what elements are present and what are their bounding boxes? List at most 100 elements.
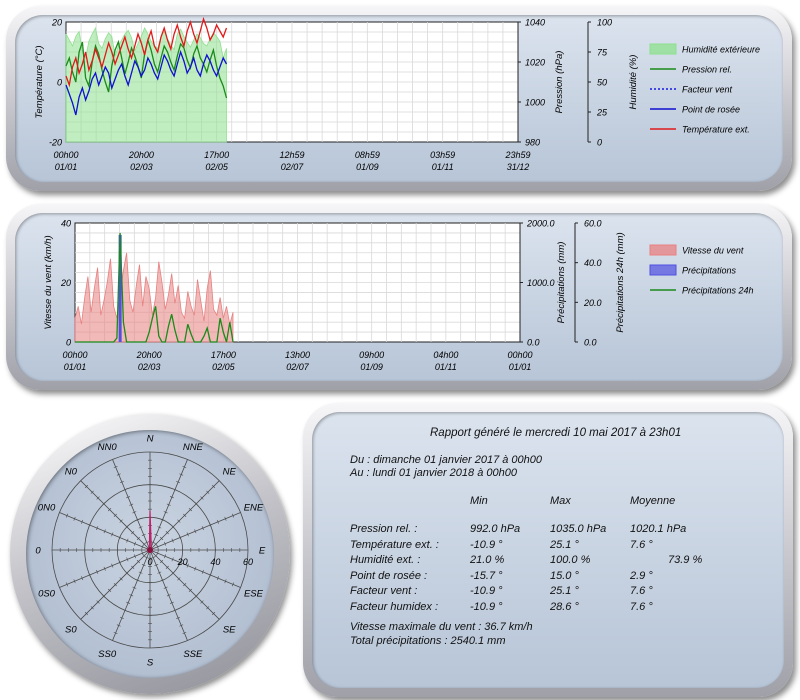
report-cell-label: Pression rel. : — [350, 523, 418, 535]
rose-spoke-tick — [131, 531, 135, 535]
rose-spoke-tick — [211, 611, 216, 616]
rose-spoke-tick — [125, 571, 129, 575]
rose-direction-label: N0 — [65, 466, 78, 477]
rose-spoke-tick — [177, 577, 181, 581]
temp-chart-y3tick: 50 — [597, 78, 607, 88]
rose-spoke-tick — [224, 516, 227, 521]
rose-spoke-tick — [65, 513, 69, 518]
wind-chart-xtick-time: 04h00 — [433, 350, 458, 360]
rose-spoke-tick — [144, 541, 149, 544]
rose-center-dot — [147, 547, 153, 553]
rose-spoke-tick — [113, 513, 117, 517]
rose-spoke-tick — [164, 541, 167, 546]
rose-spoke-tick — [206, 606, 210, 610]
wind-chart-xtick-date: 02/03 — [138, 362, 161, 372]
rose-spoke-tick — [186, 532, 189, 537]
wind-chart-ylabel: Vitesse du vent (km/h) — [43, 235, 54, 329]
rose-spoke-tick — [182, 631, 187, 635]
report-cell-avg: 7.6 ° — [630, 600, 653, 613]
rose-spoke-tick — [194, 529, 197, 534]
rose-spoke-tick — [96, 600, 100, 604]
report-max-wind: Vitesse maximale du vent : 36.7 km/h — [350, 621, 533, 633]
rose-spoke-tick — [201, 569, 204, 574]
wind-chart-y3tick: 60.0 — [584, 219, 602, 229]
temp-chart-xtick-time: 08h59 — [355, 150, 380, 160]
rose-radial-tick: 60 — [243, 557, 253, 567]
rose-spoke-tick — [73, 516, 76, 521]
wind-chart-series-1-bar — [118, 234, 122, 342]
report-cell-max: 1035.0 hPa — [550, 523, 607, 535]
rose-spoke-tick — [194, 502, 198, 506]
temp-chart-xtick-date: 01/01 — [55, 162, 78, 172]
rose-direction-label: ENE — [244, 503, 264, 514]
temp-chart-y3label: Humidité (%) — [628, 55, 639, 110]
rose-direction-label: 0 — [35, 546, 41, 557]
rose-spoke-tick — [113, 465, 118, 469]
rose-spoke-tick — [131, 565, 135, 569]
rose-spoke-tick — [179, 473, 184, 476]
rose-spoke-tick — [103, 566, 106, 571]
report-cell-min: -10.9 ° — [470, 585, 503, 597]
rose-direction-label: SSE — [183, 649, 203, 660]
rose-direction-label: N — [147, 434, 154, 445]
rose-spoke-tick — [209, 573, 212, 577]
temp-chart-y2tick: 1000 — [525, 98, 545, 108]
rose-spoke-tick — [154, 533, 159, 536]
temp-chart-xtick-time: 03h59 — [430, 150, 455, 160]
rose-spoke-tick — [160, 518, 165, 521]
rose-spoke-tick — [186, 563, 189, 568]
temp-chart-xtick-date: 01/11 — [432, 162, 454, 172]
rose-spoke-tick — [102, 594, 106, 598]
rose-direction-label: E — [259, 546, 266, 557]
rose-spoke-tick — [159, 536, 164, 541]
rose-radial-tick: 0 — [147, 557, 152, 567]
rose-spoke-tick — [160, 579, 165, 582]
temp-chart-ytick: 20 — [51, 18, 62, 28]
rose-spoke-tick — [81, 576, 84, 581]
rose-spoke-tick — [132, 586, 137, 589]
rose-spoke-tick — [173, 609, 177, 612]
wind-chart-y3tick: 40.0 — [584, 258, 602, 268]
report-from: Du : dimanche 01 janvier 2017 à 00h00 — [350, 454, 543, 466]
rose-spoke-tick — [183, 513, 187, 517]
rose-spoke-tick — [209, 523, 212, 527]
rose-spoke-tick — [96, 569, 99, 574]
rose-spoke-tick — [90, 490, 94, 494]
rose-spoke-tick — [135, 579, 140, 582]
rose-spoke-tick — [165, 531, 169, 535]
rose-spoke-tick — [179, 624, 184, 627]
rose-spoke-tick — [123, 488, 127, 491]
rose-spoke-tick — [126, 538, 129, 543]
wind-chart-xtick-date: 01/09 — [360, 362, 383, 372]
rose-spoke-tick — [118, 560, 121, 565]
rose-radial-tick: 20 — [177, 557, 188, 567]
wind-chart-xtick-date: 01/11 — [435, 362, 457, 372]
temp-chart-ytick: 0 — [57, 78, 62, 88]
wind-chart-xtick-time: 09h00 — [359, 350, 384, 360]
report-cell-avg: 7.6 ° — [630, 538, 653, 551]
rose-direction-label: 0S0 — [38, 588, 56, 599]
rose-spoke-tick — [171, 525, 175, 529]
rose-spoke-tick — [133, 541, 136, 546]
rose-spoke-tick — [102, 502, 106, 506]
temp-chart-legend-label: Température ext. — [682, 125, 750, 135]
wind-chart-ytick: 0 — [66, 338, 71, 348]
rose-spoke-tick — [119, 481, 124, 484]
report-cell-label: Température ext. : — [350, 538, 439, 551]
rose-spoke-tick — [90, 606, 94, 610]
rose-spoke-tick — [200, 600, 204, 604]
wind-chart-xtick-time: 17h00 — [211, 350, 236, 360]
temp-chart-xtick-date: 01/09 — [356, 162, 379, 172]
header-avg: Moyenne — [630, 495, 676, 507]
header-min: Min — [470, 495, 488, 507]
temp-chart-y2tick: 1020 — [525, 58, 545, 68]
wind-chart-xtick-date: 02/07 — [286, 362, 310, 372]
report-cell-min: -15.7 ° — [470, 569, 503, 582]
wind-chart-y2label: Précipitations (mm) — [556, 242, 567, 324]
rose-spoke-tick — [119, 616, 124, 619]
rose-spoke-tick — [113, 631, 118, 635]
rose-spoke-tick — [119, 519, 123, 523]
report-cell-min: 21.0 % — [470, 554, 505, 566]
wind-chart-legend-swatch — [649, 264, 677, 276]
temp-chart-y2label: Pression (hPa) — [554, 51, 565, 114]
